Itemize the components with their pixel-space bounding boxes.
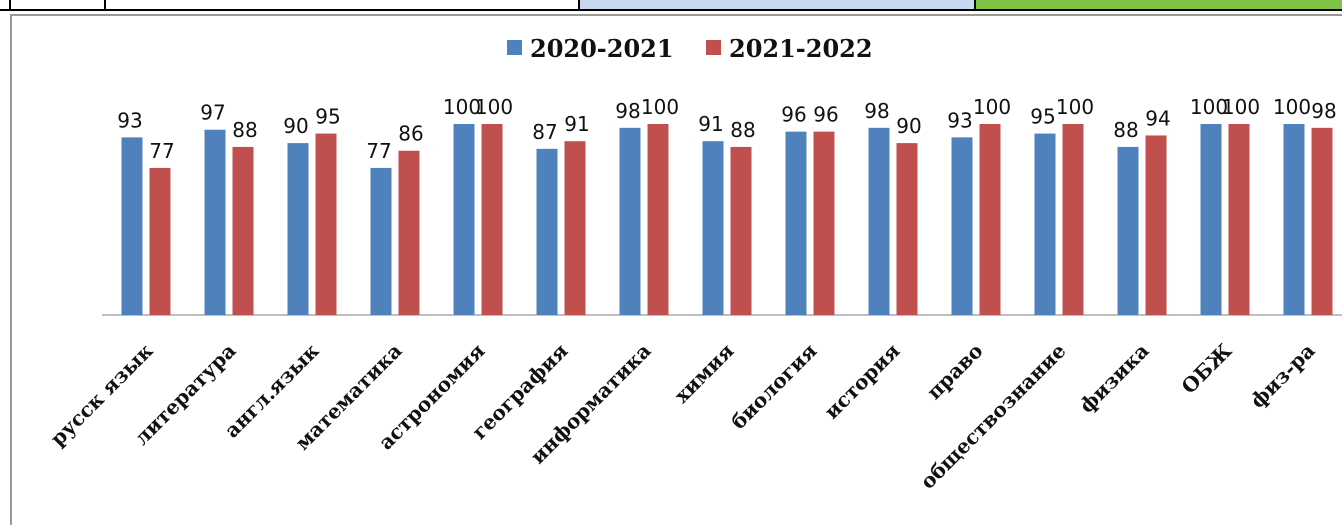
bar-2020-2021 bbox=[1200, 124, 1222, 315]
bar-2020-2021 bbox=[951, 137, 973, 315]
bar-2021-2022 bbox=[1228, 124, 1250, 315]
bar-2020-2021 bbox=[121, 137, 143, 315]
bar-2020-2021 bbox=[453, 124, 475, 315]
bar-2020-2021 bbox=[1117, 146, 1139, 315]
bar-2021-2022 bbox=[481, 124, 503, 315]
bar-2020-2021 bbox=[1034, 133, 1056, 315]
bar-2021-2022 bbox=[896, 143, 918, 315]
value-label: 90 bbox=[896, 114, 921, 138]
value-label: 93 bbox=[947, 108, 972, 132]
legend: 2020-2021 2021-2022 bbox=[507, 34, 873, 63]
value-label: 88 bbox=[232, 118, 257, 142]
value-label: 87 bbox=[532, 120, 557, 144]
value-label: 100 bbox=[641, 95, 679, 119]
bar-2021-2022 bbox=[1311, 127, 1333, 315]
bar-2021-2022 bbox=[398, 150, 420, 315]
bar-2021-2022 bbox=[647, 124, 669, 315]
value-label: 77 bbox=[366, 139, 391, 163]
value-label: 77 bbox=[149, 139, 174, 163]
value-label: 98 bbox=[615, 99, 640, 123]
legend-swatch-2021-2022 bbox=[706, 40, 721, 55]
value-label: 97 bbox=[200, 101, 225, 125]
bar-2021-2022 bbox=[564, 141, 586, 315]
value-label: 100 bbox=[443, 95, 481, 119]
strip-green-cell bbox=[976, 0, 1342, 10]
bar-2021-2022 bbox=[232, 146, 254, 315]
value-label: 96 bbox=[781, 103, 806, 127]
category-label: химия bbox=[669, 338, 738, 407]
bar-2021-2022 bbox=[730, 146, 752, 315]
value-label: 91 bbox=[698, 112, 723, 136]
bar-2020-2021 bbox=[536, 148, 558, 315]
bars-group bbox=[121, 124, 1333, 315]
value-label: 98 bbox=[864, 99, 889, 123]
top-table-strip bbox=[0, 0, 1342, 12]
bar-2020-2021 bbox=[204, 129, 226, 315]
value-label: 100 bbox=[1222, 95, 1260, 119]
category-label: физ-ра bbox=[1245, 339, 1319, 413]
category-label: история bbox=[819, 338, 904, 423]
value-label: 100 bbox=[1273, 95, 1311, 119]
legend-label-2021-2022: 2021-2022 bbox=[729, 34, 873, 63]
category-label: обществознание bbox=[915, 339, 1070, 494]
bar-2021-2022 bbox=[149, 167, 171, 315]
value-label: 98 bbox=[1311, 99, 1336, 123]
value-label: 95 bbox=[315, 105, 340, 129]
category-label: право bbox=[922, 339, 988, 405]
chart-frame bbox=[10, 14, 1342, 525]
strip-blue-cell bbox=[579, 0, 974, 10]
bar-2021-2022 bbox=[1062, 124, 1084, 315]
bar-2020-2021 bbox=[370, 167, 392, 315]
value-label: 88 bbox=[1113, 118, 1138, 142]
bar-2021-2022 bbox=[813, 131, 835, 315]
category-label: биология bbox=[726, 338, 821, 433]
value-label: 100 bbox=[1190, 95, 1228, 119]
legend-label-2020-2021: 2020-2021 bbox=[530, 34, 674, 63]
category-label: физика bbox=[1074, 339, 1153, 418]
bar-2020-2021 bbox=[785, 131, 807, 315]
bar-2021-2022 bbox=[979, 124, 1001, 315]
bar-2021-2022 bbox=[315, 133, 337, 315]
value-label: 100 bbox=[973, 95, 1011, 119]
category-label: ОБЖ bbox=[1177, 338, 1237, 398]
value-label: 86 bbox=[398, 122, 423, 146]
bar-2020-2021 bbox=[1283, 124, 1305, 315]
value-label: 100 bbox=[1056, 95, 1094, 119]
bar-2020-2021 bbox=[702, 141, 724, 315]
bar-2020-2021 bbox=[868, 127, 890, 315]
value-label: 95 bbox=[1030, 105, 1055, 129]
value-label: 94 bbox=[1145, 106, 1170, 130]
bar-2021-2022 bbox=[1145, 135, 1167, 315]
bar-2020-2021 bbox=[287, 143, 309, 315]
category-labels-group: русск языклитератураангл.языкматематикаа… bbox=[45, 338, 1319, 494]
value-label: 96 bbox=[813, 103, 838, 127]
legend-swatch-2020-2021 bbox=[507, 40, 522, 55]
value-label: 91 bbox=[564, 112, 589, 136]
value-label: 100 bbox=[475, 95, 513, 119]
value-label: 93 bbox=[117, 108, 142, 132]
value-label: 88 bbox=[730, 118, 755, 142]
value-label: 90 bbox=[283, 114, 308, 138]
bar-2020-2021 bbox=[619, 127, 641, 315]
